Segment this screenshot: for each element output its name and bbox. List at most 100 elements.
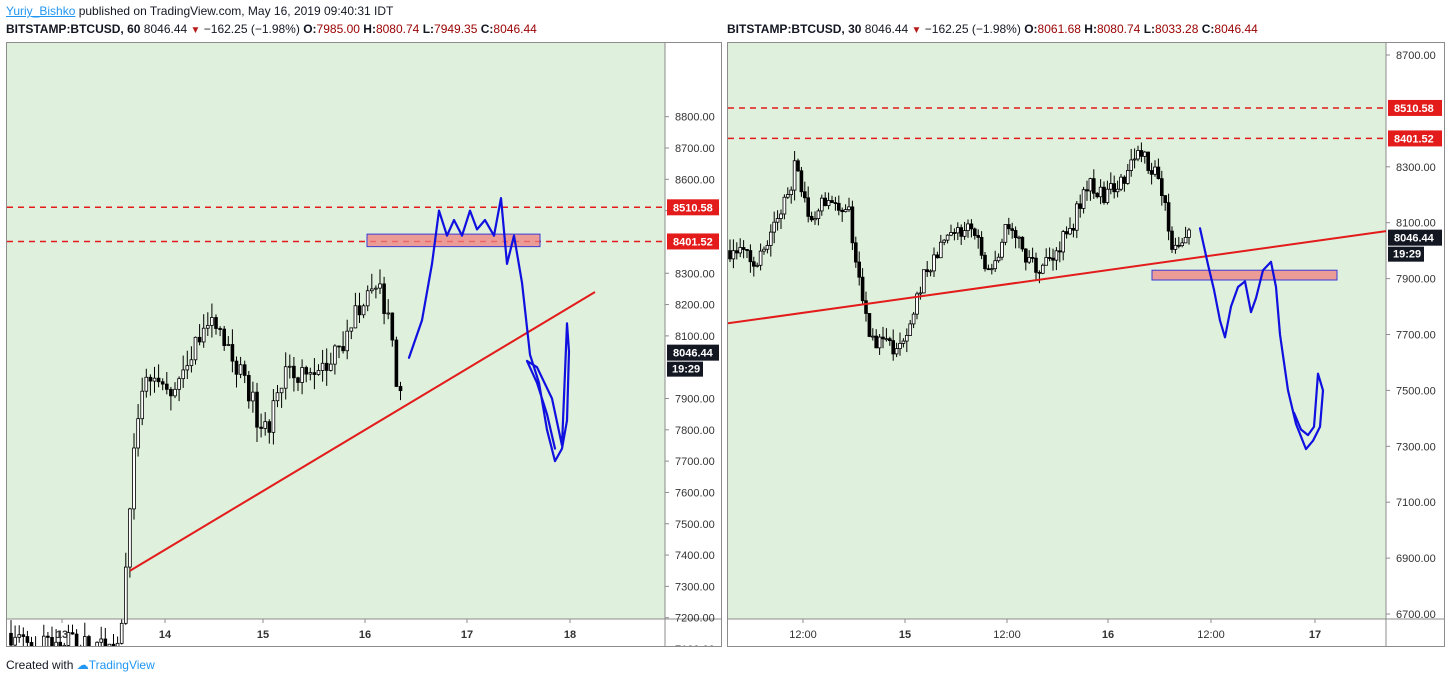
candle-body xyxy=(731,250,736,260)
candle-body xyxy=(87,636,91,646)
candle-body xyxy=(95,641,99,646)
candle-body xyxy=(1098,186,1103,198)
candle-body xyxy=(1146,151,1150,171)
candle-body xyxy=(969,223,974,230)
candle-body xyxy=(1006,224,1011,230)
candle-body xyxy=(911,313,916,325)
candles xyxy=(728,142,1191,361)
candle-body xyxy=(255,391,259,428)
resistance-zone xyxy=(366,233,541,248)
candle-body xyxy=(925,269,930,273)
symbol-name: BITSTAMP:BTCUSD, 30 xyxy=(727,22,862,36)
candle-body xyxy=(758,250,763,266)
y-tick-label: 7100.00 xyxy=(675,644,715,646)
candle-body xyxy=(959,227,964,237)
candle-body xyxy=(185,365,190,371)
candle-body xyxy=(989,268,994,271)
candle-body xyxy=(877,336,882,349)
candle-body xyxy=(128,508,132,568)
candle-body xyxy=(50,636,54,646)
candle-body xyxy=(74,633,79,646)
candle-body xyxy=(796,160,800,172)
candle-body xyxy=(894,348,899,355)
candle-body xyxy=(1091,178,1096,194)
candle-body xyxy=(1132,158,1137,161)
candle-body xyxy=(1044,257,1048,266)
change: −162.25 (−1.98%) xyxy=(203,22,300,36)
candle-body xyxy=(1108,183,1113,190)
candle-body xyxy=(789,189,793,195)
footer-prefix: Created with xyxy=(6,658,77,672)
x-tick-label: 18 xyxy=(564,629,576,641)
chart-svg-60[interactable]: 8800.008700.008600.008500.008300.008200.… xyxy=(7,43,721,646)
low: 8033.28 xyxy=(1155,22,1199,36)
candle-body xyxy=(70,632,75,635)
candle-body xyxy=(1088,178,1093,192)
candle-body xyxy=(66,632,71,646)
candles xyxy=(9,269,403,646)
candle-body xyxy=(271,400,276,433)
candle-body xyxy=(398,386,403,392)
candle-body xyxy=(1074,203,1079,231)
candle-body xyxy=(1153,166,1157,175)
candle-body xyxy=(181,369,186,380)
candle-body xyxy=(955,227,960,234)
footer: Created with ☁TradingView xyxy=(6,658,155,672)
candle-body xyxy=(755,264,759,267)
level-label-bg xyxy=(667,233,719,250)
candle-body xyxy=(1085,189,1089,192)
candle-body xyxy=(891,340,896,355)
y-tick-label: 7900.00 xyxy=(1396,274,1436,286)
high: 8080.74 xyxy=(375,22,420,36)
candle-body xyxy=(1027,257,1031,263)
candle-body xyxy=(1115,188,1120,193)
y-tick-label: 7900.00 xyxy=(675,394,715,406)
candle-body xyxy=(320,362,325,371)
candle-body xyxy=(296,377,300,383)
candle-body xyxy=(279,387,284,394)
y-tick-label: 7600.00 xyxy=(675,487,715,499)
candle-body xyxy=(267,421,272,433)
tradingview-link[interactable]: TradingView xyxy=(88,658,155,672)
candle-body xyxy=(201,327,206,343)
chart-panel-60[interactable]: 8800.008700.008600.008500.008300.008200.… xyxy=(6,42,722,647)
candle-body xyxy=(300,367,304,383)
candle-body xyxy=(308,372,313,375)
candle-body xyxy=(283,366,288,389)
candle-body xyxy=(741,247,746,250)
candle-body xyxy=(1187,229,1191,238)
y-tick-label: 8700.00 xyxy=(1396,50,1436,62)
x-tick-label: 17 xyxy=(461,629,473,641)
candle-body xyxy=(58,641,62,646)
plot-area xyxy=(7,43,665,619)
candle-body xyxy=(765,245,770,250)
candle-body xyxy=(111,643,116,646)
tradingview-logo-icon[interactable]: ☁ xyxy=(76,658,89,672)
candle-body xyxy=(932,254,936,272)
level-label: 8510.58 xyxy=(1394,103,1434,115)
candle-body xyxy=(17,634,22,638)
x-tick-label: 12:00 xyxy=(993,629,1021,641)
author-link[interactable]: Yuriy_Bishko xyxy=(6,4,76,18)
chart-svg-30[interactable]: 8700.00 8300.00 8100.00 7900.00 7700.00 7500.… xyxy=(728,43,1444,646)
candle-body xyxy=(918,292,923,295)
x-tick-label: 16 xyxy=(1102,629,1114,641)
change: −162.25 (−1.98%) xyxy=(924,22,1021,36)
candle-body xyxy=(54,641,58,646)
candle-body xyxy=(226,344,231,346)
candle-body xyxy=(103,638,108,646)
y-tick-label: 8100.00 xyxy=(675,331,715,343)
candle-body xyxy=(986,268,991,271)
candle-body xyxy=(390,312,395,341)
candle-body xyxy=(993,260,997,270)
chart-panel-30[interactable]: 8700.00 8300.00 8100.00 7900.00 7700.00 7500.… xyxy=(727,42,1445,647)
candle-body xyxy=(1068,227,1072,235)
candle-body xyxy=(1020,236,1025,250)
candle-body xyxy=(1170,230,1174,250)
candle-body xyxy=(735,250,739,254)
candle-body xyxy=(1064,231,1069,235)
candle-body xyxy=(13,636,17,646)
candle-body xyxy=(1040,264,1045,274)
candle-body xyxy=(1034,257,1038,273)
candle-body xyxy=(152,377,157,382)
